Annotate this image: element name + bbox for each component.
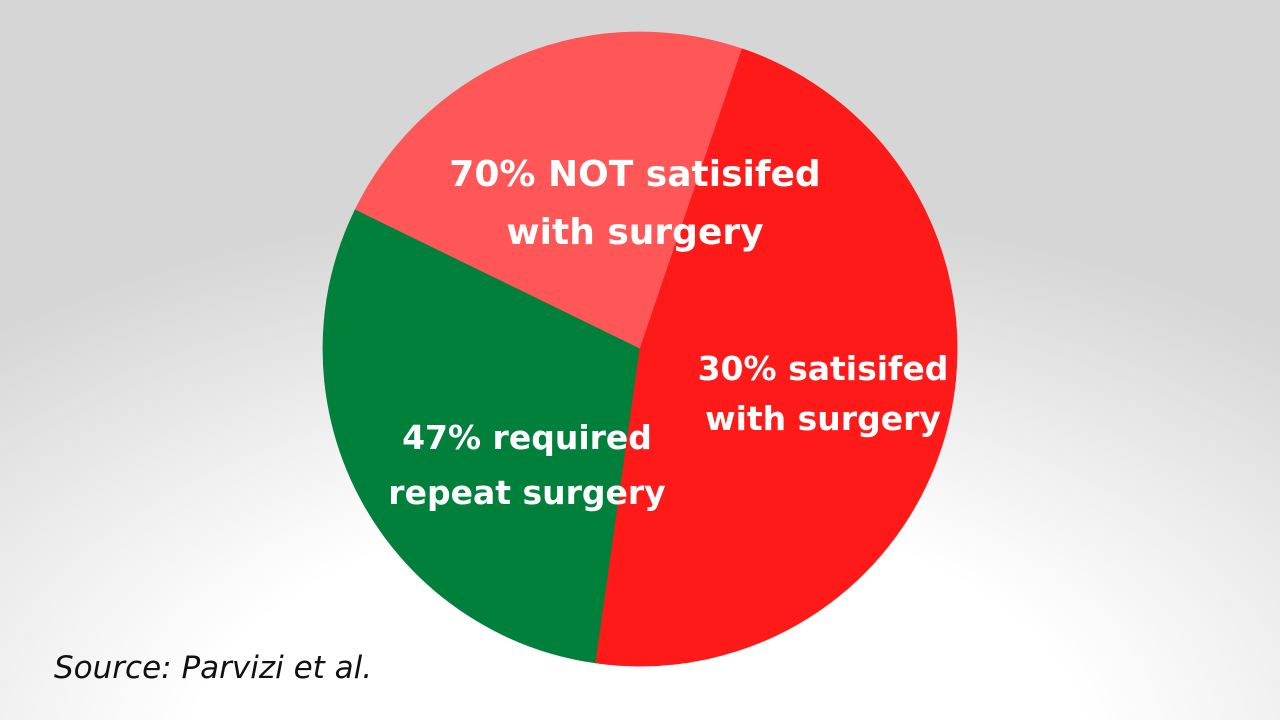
pie-labels: 70% NOT satisifed with surgery 30% satisif… (388, 154, 948, 512)
pie-label-0: 70% NOT satisifed with surgery (449, 154, 820, 253)
pie-label-1: 30% satisifed with surgery (698, 349, 949, 438)
pie-slice-1 (322, 209, 641, 664)
pie-sub-slice-0 (595, 48, 958, 667)
source-citation: Source: Parvizi et al. (54, 650, 373, 686)
pie-sub-label-0: 47% required repeat surgery (388, 418, 665, 512)
pie-slices (322, 31, 958, 667)
